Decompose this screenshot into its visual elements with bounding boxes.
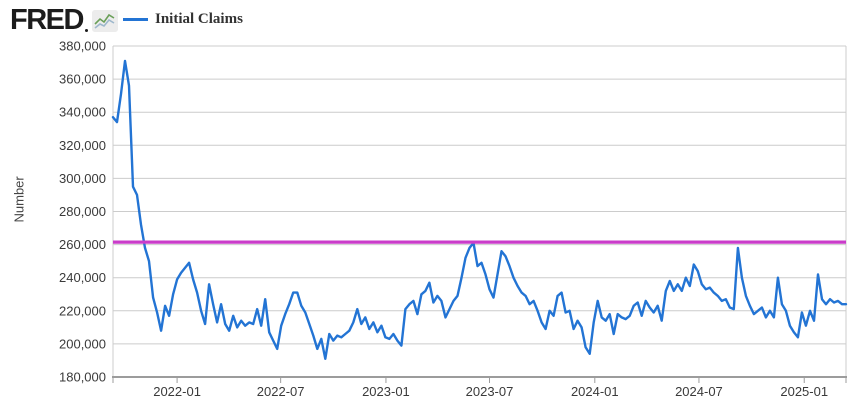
x-tick-label: 2025-01 [780,384,828,399]
registered-mark-dot [84,29,88,32]
initial-claims-line[interactable] [111,59,848,360]
legend-label: Initial Claims [155,11,243,27]
y-tick-label: 340,000 [59,105,106,120]
chart-header: FRED Initial Claims [0,0,852,36]
x-tick-label: 2022-07 [257,384,305,399]
y-tick-label: 200,000 [59,336,106,351]
x-tick-label: 2022-01 [153,384,201,399]
x-tick-label: 2023-01 [362,384,410,399]
y-tick-label: 300,000 [59,171,106,186]
y-tick-label: 240,000 [59,270,106,285]
y-tick-label: 280,000 [59,204,106,219]
fred-sparkline-icon [91,9,118,32]
x-tick-label: 2024-07 [675,384,723,399]
y-tick-label: 380,000 [59,39,106,54]
legend-item-initial-claims[interactable]: Initial Claims [123,11,243,28]
y-tick-label: 180,000 [59,370,106,385]
x-tick-label: 2024-01 [571,384,619,399]
fred-logo-text: FRED [10,4,84,36]
y-tick-label: 260,000 [59,237,106,252]
legend-line-swatch [123,18,148,21]
y-tick-label: 320,000 [59,138,106,153]
y-tick-label: 220,000 [59,303,106,318]
y-tick-label: 360,000 [59,72,106,87]
x-tick-label: 2023-07 [466,384,514,399]
fred-logo[interactable]: FRED [10,4,118,37]
